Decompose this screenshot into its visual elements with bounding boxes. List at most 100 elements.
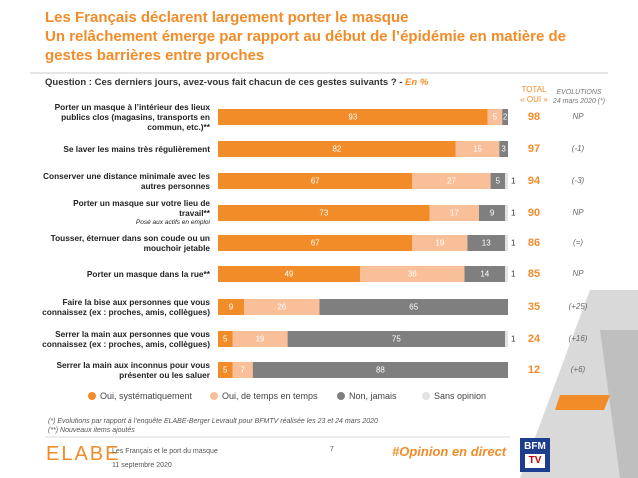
value-label: 5 xyxy=(496,177,501,186)
total-header: TOTAL « OUI » xyxy=(512,85,556,105)
bar-segment xyxy=(412,235,468,251)
bar-segment xyxy=(218,266,361,282)
value-label: 88 xyxy=(376,366,385,375)
category-text: Porter un masque sur votre lieu de trava… xyxy=(73,198,210,218)
value-label: 13 xyxy=(482,239,491,248)
bar-segment xyxy=(319,299,508,315)
value-label: 36 xyxy=(408,270,417,279)
value-label: 73 xyxy=(319,209,328,218)
header-line: TOTAL xyxy=(521,85,547,94)
value-label: 93 xyxy=(348,113,357,122)
page-number: 7 xyxy=(330,446,334,453)
bar-segment xyxy=(244,299,320,315)
value-label: 75 xyxy=(392,335,401,344)
bar-segment xyxy=(218,205,430,221)
legend-marker xyxy=(88,392,96,400)
value-label: 7 xyxy=(240,366,245,375)
category-text: Porter un masque dans la rue** xyxy=(86,269,210,279)
value-label: 1 xyxy=(511,335,516,344)
legend-label: Non, jamais xyxy=(349,391,397,401)
evolution-header: EVOLUTIONS 24 mars 2020 (*) xyxy=(548,88,610,106)
evolution-label: (-1) xyxy=(572,144,585,153)
total-value: 24 xyxy=(528,333,541,345)
evolution-label: (+25) xyxy=(569,302,588,311)
legend-marker xyxy=(422,392,430,400)
category-text: Porter un masque à l’intérieur des lieux… xyxy=(54,102,210,132)
hashtag: #Opinion en direct xyxy=(392,444,507,459)
value-label: 67 xyxy=(311,239,320,248)
decor xyxy=(600,330,638,478)
value-label: 1 xyxy=(511,209,516,218)
bar-segment xyxy=(232,362,253,378)
partner-logo: BFM TV xyxy=(520,438,550,472)
value-label: 1 xyxy=(511,239,516,248)
header-line: EVOLUTIONS xyxy=(556,89,602,96)
value-label: 49 xyxy=(285,270,294,279)
bar-segment xyxy=(218,299,245,315)
category-text: Serrer la main aux inconnus pour vous pr… xyxy=(56,360,210,380)
evolution-label: NP xyxy=(572,208,584,217)
bar-segment xyxy=(218,109,488,125)
total-value: 35 xyxy=(528,301,540,313)
bar-segment xyxy=(499,141,508,157)
footer-info: Les Français et le port du masque 11 sep… xyxy=(112,445,218,473)
evolution-label: NP xyxy=(572,269,584,278)
value-label: 1 xyxy=(511,177,516,186)
bar-segment xyxy=(479,205,506,221)
value-label: 5 xyxy=(223,366,228,375)
value-label: 27 xyxy=(447,177,456,186)
evolution-label: (+6) xyxy=(571,365,586,374)
category-text: Tousser, éternuer dans son coude ou un m… xyxy=(50,233,210,253)
value-label: 82 xyxy=(332,145,341,154)
category-label: Porter un masque dans la rue** xyxy=(40,258,210,290)
bar-segment xyxy=(505,331,508,347)
header-line: 24 mars 2020 (*) xyxy=(552,98,606,105)
category-label: Se laver les mains très régulièrement xyxy=(40,133,210,165)
bar-segment xyxy=(218,141,456,157)
legend-marker xyxy=(337,392,345,400)
bar-segment xyxy=(487,109,503,125)
total-value: 98 xyxy=(528,111,540,123)
value-label: 1 xyxy=(511,270,516,279)
bar-segment xyxy=(464,266,506,282)
value-label: 17 xyxy=(450,209,459,218)
total-value: 97 xyxy=(528,143,540,155)
value-label: 65 xyxy=(409,303,418,312)
bar-segment xyxy=(490,173,506,189)
value-label: 19 xyxy=(256,335,265,344)
bar-segment xyxy=(218,362,233,378)
bar-segment xyxy=(505,266,508,282)
bar-segment xyxy=(218,235,413,251)
footnotes: (*) Evolutions par rapport à l’enquête E… xyxy=(48,417,378,435)
bar-segment xyxy=(232,331,288,347)
question-line: Question : Ces derniers jours, avez-vous… xyxy=(45,77,428,88)
category-label: Serrer la main aux personnes que vous co… xyxy=(40,323,210,355)
title: Les Français déclarent largement porter … xyxy=(45,9,409,26)
category-label: Serrer la main aux inconnus pour vous pr… xyxy=(40,354,210,386)
unit: En % xyxy=(405,77,429,88)
subtitle: Un relâchement émerge par rapport au déb… xyxy=(45,28,566,64)
bar-segment xyxy=(252,362,508,378)
footnote: (**) Nouveaux items ajoutés xyxy=(48,427,135,434)
evolution-label: NP xyxy=(572,112,584,121)
category-text: Serrer la main aux personnes que vous co… xyxy=(42,329,210,349)
total-value: 86 xyxy=(528,237,540,249)
bar-segment xyxy=(505,235,508,251)
bar-segment xyxy=(360,266,465,282)
legend-marker xyxy=(210,392,218,400)
category-label: Faire la bise aux personnes que vous con… xyxy=(40,291,210,323)
date: 11 septembre 2020 xyxy=(112,462,172,469)
value-label: 19 xyxy=(435,239,444,248)
bar-segment xyxy=(287,331,506,347)
legend-label: Sans opinion xyxy=(434,391,486,401)
subject: Les Français et le port du masque xyxy=(112,448,218,455)
total-value: 94 xyxy=(528,175,541,187)
category-label: Porter un masque à l’intérieur des lieux… xyxy=(40,101,210,133)
category-label: Porter un masque sur votre lieu de trava… xyxy=(40,197,210,229)
bar-segment xyxy=(412,173,491,189)
legend-label: Oui, de temps en temps xyxy=(222,391,318,401)
bar-segment xyxy=(455,141,500,157)
value-label: 15 xyxy=(473,145,482,154)
